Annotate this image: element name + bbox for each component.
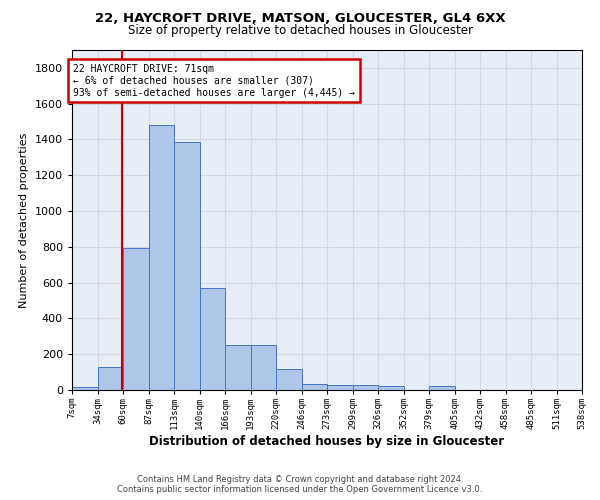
X-axis label: Distribution of detached houses by size in Gloucester: Distribution of detached houses by size … [149, 435, 505, 448]
Bar [225, 346, 251, 390]
Bar [149, 125, 174, 390]
Bar [251, 346, 276, 390]
Bar [97, 366, 123, 390]
Bar [429, 386, 455, 390]
Text: Size of property relative to detached houses in Gloucester: Size of property relative to detached ho… [128, 24, 473, 37]
Text: 22 HAYCROFT DRIVE: 71sqm
← 6% of detached houses are smaller (307)
93% of semi-d: 22 HAYCROFT DRIVE: 71sqm ← 6% of detache… [73, 64, 355, 98]
Bar [327, 384, 353, 390]
Bar [123, 248, 149, 390]
Bar [276, 368, 302, 390]
Bar [353, 384, 378, 390]
Bar [72, 388, 97, 390]
Bar [302, 384, 327, 390]
Text: Contains HM Land Registry data © Crown copyright and database right 2024.
Contai: Contains HM Land Registry data © Crown c… [118, 474, 482, 494]
Text: 22, HAYCROFT DRIVE, MATSON, GLOUCESTER, GL4 6XX: 22, HAYCROFT DRIVE, MATSON, GLOUCESTER, … [95, 12, 505, 26]
Y-axis label: Number of detached properties: Number of detached properties [19, 132, 29, 308]
Bar [174, 142, 199, 390]
Bar [378, 386, 404, 390]
Bar [199, 288, 225, 390]
